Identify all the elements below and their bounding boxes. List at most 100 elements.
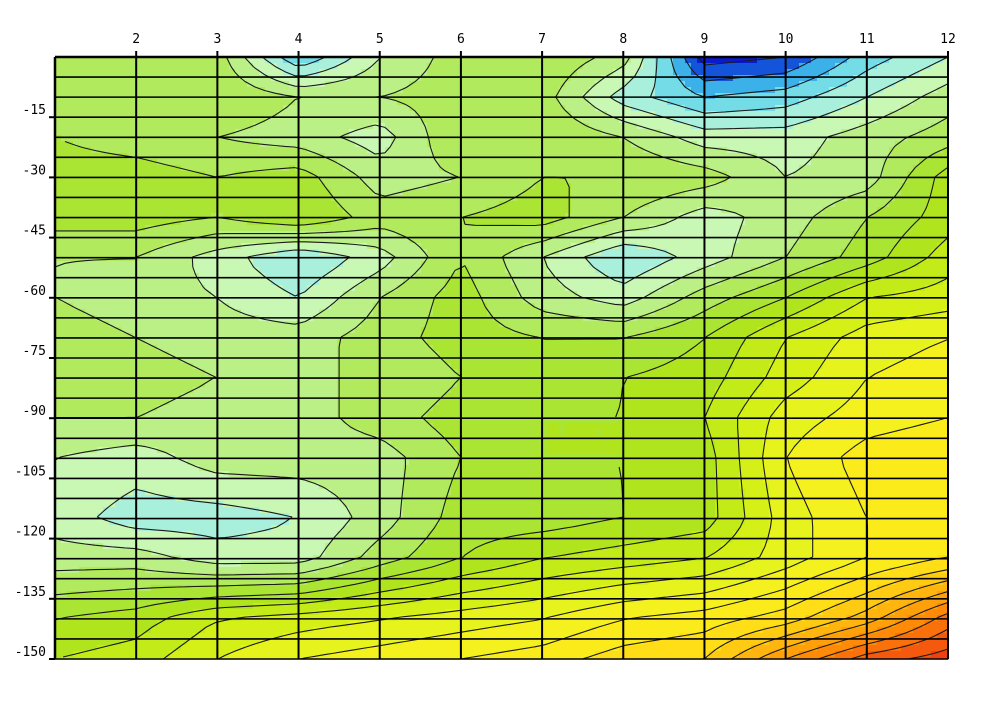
- contour-cell: [475, 249, 482, 256]
- contour-cell: [871, 81, 878, 88]
- contour-cell: [865, 231, 872, 238]
- contour-cell: [553, 141, 560, 148]
- contour-cell: [553, 183, 560, 190]
- contour-cell: [157, 147, 164, 154]
- contour-cell: [379, 153, 386, 160]
- contour-cell: [427, 135, 434, 142]
- contour-cell: [397, 219, 404, 226]
- contour-cell: [121, 189, 128, 196]
- contour-cell: [769, 135, 776, 142]
- contour-cell: [745, 177, 752, 184]
- contour-cell: [313, 129, 320, 136]
- contour-cell: [517, 141, 524, 148]
- contour-cell: [919, 249, 926, 256]
- contour-cell: [805, 243, 812, 250]
- contour-cell: [757, 183, 764, 190]
- contour-cell: [55, 213, 62, 220]
- contour-cell: [595, 231, 602, 238]
- contour-cell: [523, 201, 530, 208]
- contour-cell: [493, 135, 500, 142]
- contour-cell: [271, 183, 278, 190]
- contour-cell: [211, 153, 218, 160]
- contour-cell: [907, 75, 914, 82]
- contour-cell: [919, 111, 926, 118]
- contour-cell: [79, 201, 86, 208]
- contour-cell: [163, 201, 170, 208]
- contour-cell: [595, 123, 602, 130]
- contour-cell: [367, 63, 374, 70]
- contour-cell: [817, 123, 824, 130]
- contour-cell: [709, 231, 716, 238]
- contour-cell: [799, 189, 806, 196]
- contour-cell: [127, 63, 134, 70]
- contour-cell: [427, 201, 434, 208]
- contour-cell: [595, 111, 602, 118]
- contour-cell: [505, 81, 512, 88]
- contour-cell: [421, 159, 428, 166]
- contour-cell: [475, 243, 482, 250]
- contour-cell: [373, 63, 380, 70]
- contour-cell: [553, 207, 560, 214]
- contour-cell: [259, 81, 266, 88]
- contour-cell: [169, 189, 176, 196]
- contour-cell: [73, 213, 80, 220]
- contour-cell: [853, 249, 860, 256]
- contour-cell: [751, 225, 758, 232]
- contour-cell: [577, 147, 584, 154]
- contour-cell: [181, 219, 188, 226]
- contour-cell: [523, 141, 530, 148]
- contour-cell: [79, 195, 86, 202]
- contour-cell: [559, 213, 566, 220]
- contour-cell: [811, 117, 818, 124]
- contour-cell: [145, 69, 152, 76]
- contour-cell: [361, 165, 368, 172]
- contour-cell: [643, 165, 650, 172]
- contour-cell: [655, 213, 662, 220]
- contour-cell: [925, 69, 932, 76]
- contour-cell: [571, 147, 578, 154]
- contour-cell: [541, 177, 548, 184]
- contour-cell: [529, 135, 536, 142]
- contour-cell: [487, 177, 494, 184]
- contour-cell: [433, 141, 440, 148]
- contour-cell: [463, 177, 470, 184]
- contour-cell: [679, 123, 686, 130]
- contour-cell: [439, 105, 446, 112]
- contour-cell: [679, 231, 686, 238]
- contour-cell: [877, 201, 884, 208]
- contour-cell: [721, 195, 728, 202]
- contour-cell: [697, 231, 704, 238]
- contour-cell: [151, 237, 158, 244]
- contour-cell: [547, 69, 554, 76]
- contour-cell: [553, 147, 560, 154]
- contour-cell: [439, 159, 446, 166]
- contour-cell: [583, 213, 590, 220]
- contour-cell: [55, 63, 62, 70]
- contour-cell: [265, 183, 272, 190]
- contour-cell: [661, 171, 668, 178]
- contour-cell: [481, 75, 488, 82]
- contour-cell: [757, 201, 764, 208]
- contour-cell: [631, 153, 638, 160]
- contour-cell: [229, 117, 236, 124]
- contour-cell: [511, 153, 518, 160]
- contour-cell: [475, 231, 482, 238]
- contour-cell: [205, 141, 212, 148]
- contour-cell: [73, 135, 80, 142]
- contour-cell: [127, 219, 134, 226]
- contour-cell: [613, 201, 620, 208]
- contour-cell: [61, 189, 68, 196]
- contour-cell: [205, 207, 212, 214]
- contour-cell: [655, 93, 662, 100]
- contour-cell: [187, 129, 194, 136]
- contour-cell: [61, 183, 68, 190]
- contour-cell: [79, 213, 86, 220]
- contour-cell: [181, 141, 188, 148]
- contour-cell: [277, 63, 284, 70]
- contour-cell: [97, 159, 104, 166]
- contour-cell: [427, 123, 434, 130]
- contour-cell: [145, 99, 152, 106]
- contour-cell: [169, 207, 176, 214]
- contour-cell: [163, 153, 170, 160]
